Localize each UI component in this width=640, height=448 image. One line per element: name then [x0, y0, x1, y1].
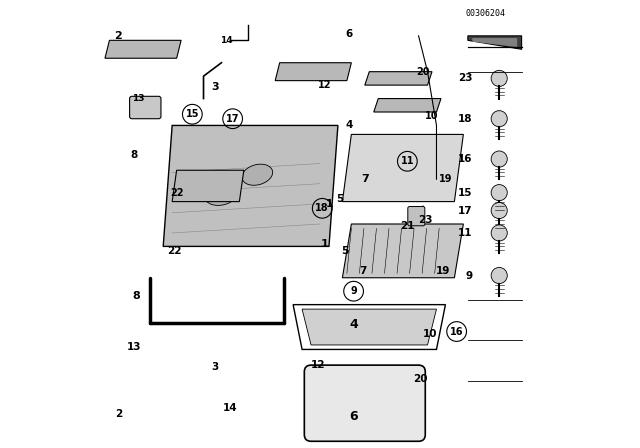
Text: 10: 10 — [422, 329, 437, 339]
Ellipse shape — [204, 180, 239, 206]
Text: 15: 15 — [458, 188, 472, 198]
Text: 5: 5 — [341, 246, 348, 256]
Text: 9: 9 — [465, 271, 472, 280]
Text: 5: 5 — [337, 194, 344, 204]
Ellipse shape — [242, 164, 273, 185]
Text: 2: 2 — [115, 409, 122, 419]
Circle shape — [491, 267, 508, 284]
Text: 13: 13 — [132, 94, 145, 103]
Text: 8: 8 — [131, 150, 138, 159]
Text: 14: 14 — [223, 403, 237, 413]
Text: 7: 7 — [359, 266, 366, 276]
Polygon shape — [374, 99, 441, 112]
Text: 22: 22 — [167, 246, 182, 256]
Text: 19: 19 — [436, 266, 451, 276]
Text: 4: 4 — [346, 121, 353, 130]
Text: 11: 11 — [458, 228, 472, 238]
Text: 9: 9 — [350, 286, 357, 296]
Text: 00306204: 00306204 — [466, 9, 506, 18]
Circle shape — [491, 185, 508, 201]
Polygon shape — [105, 40, 181, 58]
FancyBboxPatch shape — [130, 96, 161, 119]
Text: 14: 14 — [220, 36, 232, 45]
Polygon shape — [302, 309, 436, 345]
Text: 7: 7 — [361, 174, 369, 184]
Text: 2: 2 — [115, 31, 122, 41]
FancyBboxPatch shape — [408, 207, 425, 226]
Text: 23: 23 — [458, 73, 472, 83]
Text: 20: 20 — [416, 67, 430, 77]
Text: 3: 3 — [211, 362, 218, 372]
Text: 8: 8 — [132, 291, 140, 301]
Circle shape — [491, 151, 508, 167]
Text: 11: 11 — [401, 156, 414, 166]
Text: 15: 15 — [186, 109, 199, 119]
Text: 17: 17 — [458, 206, 472, 215]
Polygon shape — [472, 38, 517, 47]
Text: 17: 17 — [226, 114, 239, 124]
Text: 1: 1 — [325, 199, 333, 209]
Polygon shape — [342, 134, 463, 202]
Text: 1: 1 — [321, 239, 328, 249]
Text: 23: 23 — [418, 215, 433, 224]
Text: 13: 13 — [127, 342, 141, 352]
Text: 19: 19 — [438, 174, 452, 184]
Text: 18: 18 — [316, 203, 329, 213]
Circle shape — [491, 70, 508, 86]
Text: 6: 6 — [346, 29, 353, 39]
Polygon shape — [342, 224, 463, 278]
Text: 4: 4 — [349, 318, 358, 332]
Text: 22: 22 — [170, 188, 184, 198]
Polygon shape — [275, 63, 351, 81]
Text: 12: 12 — [317, 80, 332, 90]
Circle shape — [491, 225, 508, 241]
Circle shape — [491, 202, 508, 219]
Text: 12: 12 — [310, 360, 325, 370]
Polygon shape — [172, 170, 244, 202]
Text: 6: 6 — [349, 410, 358, 423]
Text: 21: 21 — [400, 221, 415, 231]
Text: 16: 16 — [458, 154, 472, 164]
Polygon shape — [163, 125, 338, 246]
Text: 18: 18 — [458, 114, 472, 124]
Text: 10: 10 — [425, 112, 439, 121]
FancyBboxPatch shape — [305, 365, 425, 441]
Polygon shape — [468, 36, 522, 49]
Text: 16: 16 — [450, 327, 463, 336]
Polygon shape — [365, 72, 432, 85]
Text: 20: 20 — [413, 374, 428, 383]
Circle shape — [491, 111, 508, 127]
Text: 3: 3 — [211, 82, 218, 92]
